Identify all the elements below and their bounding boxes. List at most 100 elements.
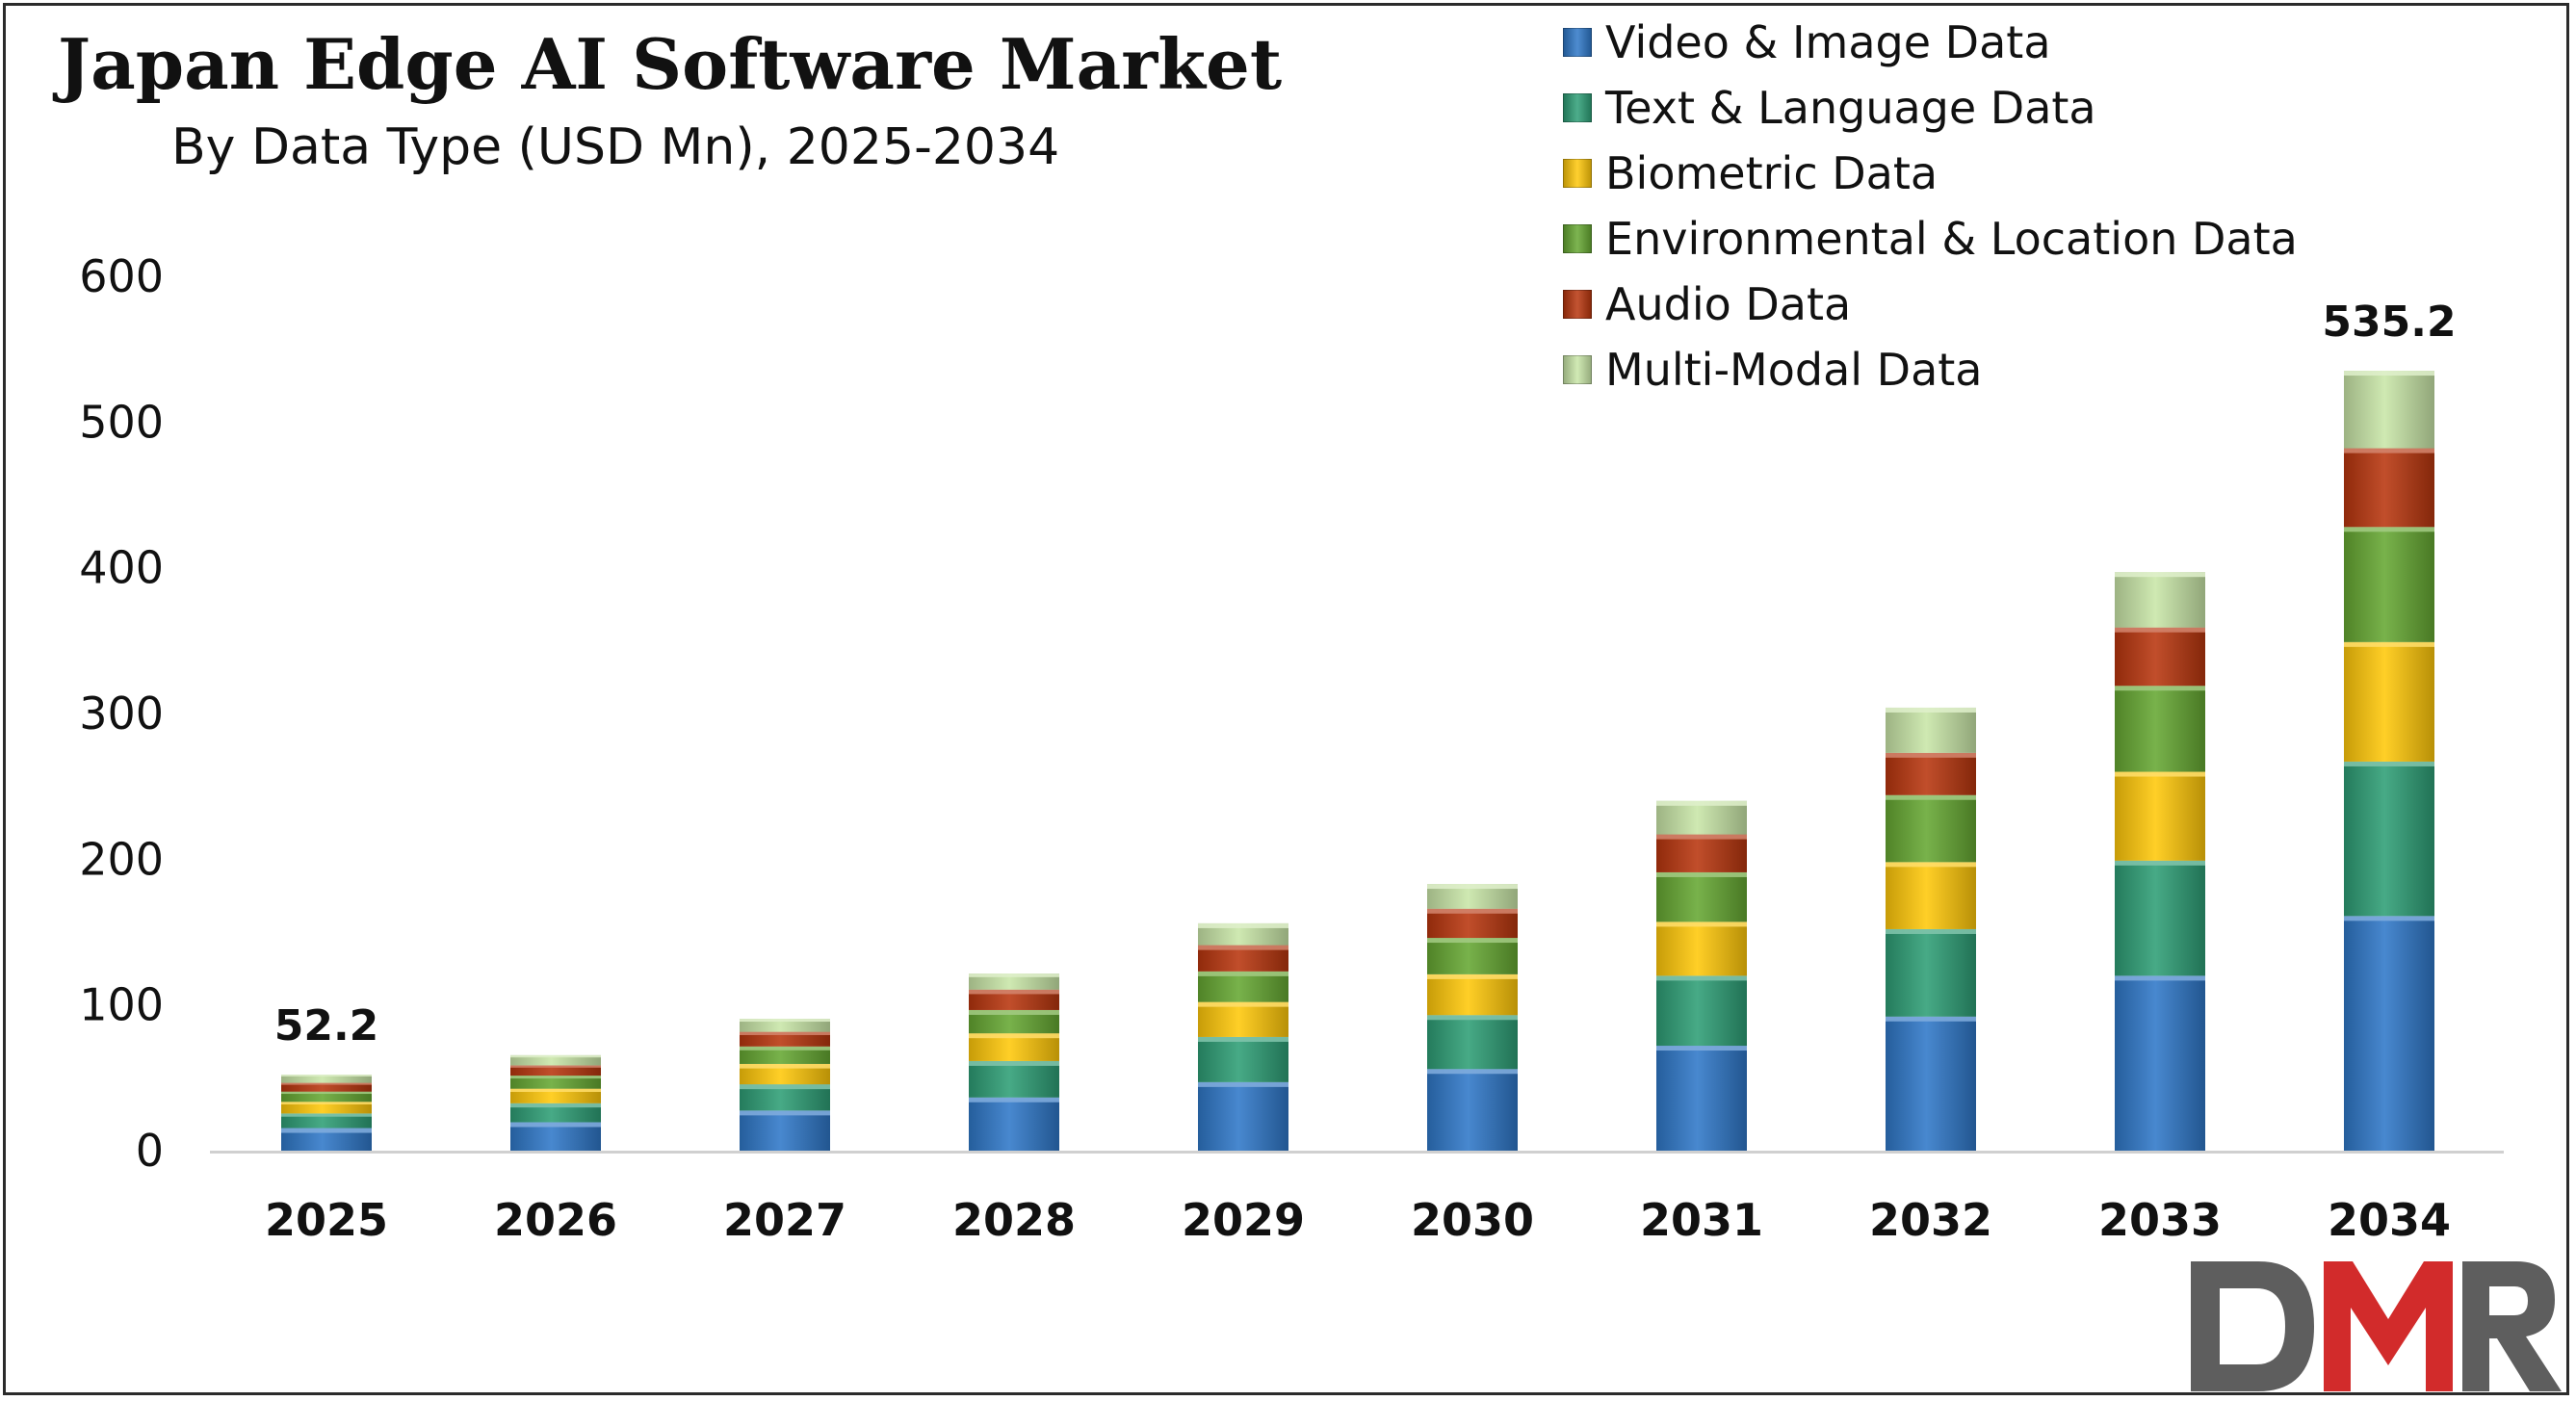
legend-item-biometric-data: Biometric Data bbox=[1563, 141, 2298, 206]
bar-segment-text-and-language-data bbox=[2115, 860, 2205, 976]
bar-segment-video-and-image-data bbox=[969, 1097, 1059, 1151]
bar-segment-biometric-data bbox=[1427, 973, 1518, 1016]
chart-legend: Video & Image Data Text & Language Data Bi… bbox=[1563, 10, 2298, 402]
legend-item-environmental-and-location-data: Environmental & Location Data bbox=[1563, 206, 2298, 272]
data-label: 52.2 bbox=[274, 1001, 379, 1051]
bar-segment-text-and-language-data bbox=[1198, 1036, 1288, 1082]
bar-segment-highlight bbox=[510, 1076, 601, 1079]
bar-segment-highlight bbox=[740, 1031, 830, 1035]
bar-segment-highlight bbox=[510, 1122, 601, 1128]
bar-segment-highlight bbox=[1886, 1016, 1976, 1022]
bar-segment-highlight bbox=[2344, 527, 2434, 532]
bar-stack-2028 bbox=[969, 973, 1059, 1151]
y-tick-label: 100 bbox=[79, 979, 164, 1031]
bar-segment-highlight bbox=[1656, 1046, 1747, 1051]
bar-segment-highlight bbox=[1198, 1081, 1288, 1087]
x-tick-label: 2031 bbox=[1640, 1194, 1763, 1246]
bar-segment-video-and-image-data bbox=[1427, 1069, 1518, 1151]
bar-segment-text-and-language-data bbox=[1656, 975, 1747, 1047]
bar-segment-highlight bbox=[1427, 938, 1518, 944]
bar-segment-audio-data bbox=[1656, 834, 1747, 872]
legend-label: Biometric Data bbox=[1605, 147, 1939, 199]
x-tick-label: 2033 bbox=[2098, 1194, 2222, 1246]
bar-segment-highlight bbox=[510, 1065, 601, 1068]
bar-segment-biometric-data bbox=[2344, 641, 2434, 762]
bar-segment-environmental-and-location-data bbox=[281, 1091, 372, 1103]
bar-segment-audio-data bbox=[281, 1082, 372, 1092]
data-label: 535.2 bbox=[2322, 298, 2456, 347]
y-tick-label: 400 bbox=[79, 542, 164, 594]
bar-segment-audio-data bbox=[1886, 752, 1976, 795]
x-tick-label: 2026 bbox=[494, 1194, 617, 1246]
bar-segment-highlight bbox=[1198, 1001, 1288, 1007]
bar-segment-highlight bbox=[281, 1113, 372, 1117]
bar-segment-highlight bbox=[1198, 971, 1288, 976]
bar-segment-highlight bbox=[1886, 794, 1976, 800]
bar-segment-multi-modal-data bbox=[1198, 922, 1288, 946]
bar-segment-text-and-language-data bbox=[2344, 761, 2434, 917]
chart-title: Japan Edge AI Software Market bbox=[58, 23, 1283, 105]
x-tick-label: 2032 bbox=[1869, 1194, 1992, 1246]
legend-item-multi-modal-data: Multi-Modal Data bbox=[1563, 337, 2298, 402]
bar-segment-highlight bbox=[1198, 922, 1288, 928]
bar-segment-highlight bbox=[1656, 921, 1747, 927]
bar-segment-video-and-image-data bbox=[2115, 975, 2205, 1151]
bar-segment-environmental-and-location-data bbox=[1886, 794, 1976, 863]
legend-swatch bbox=[1563, 224, 1592, 253]
bar-segment-highlight bbox=[1886, 862, 1976, 868]
bar-stacks bbox=[281, 371, 2434, 1151]
dmr-logo bbox=[2191, 1261, 2562, 1391]
legend-label: Video & Image Data bbox=[1605, 16, 2051, 68]
y-tick-label: 600 bbox=[79, 250, 164, 302]
bar-segment-highlight bbox=[2115, 975, 2205, 981]
bar-segment-audio-data bbox=[969, 989, 1059, 1010]
bar-segment-video-and-image-data bbox=[1886, 1016, 1976, 1151]
y-tick-label: 300 bbox=[79, 688, 164, 739]
bar-segment-text-and-language-data bbox=[510, 1103, 601, 1123]
bar-segment-biometric-data bbox=[1656, 921, 1747, 976]
bar-segment-highlight bbox=[1656, 800, 1747, 806]
bar-segment-environmental-and-location-data bbox=[2344, 527, 2434, 642]
bar-segment-audio-data bbox=[1427, 908, 1518, 939]
y-tick-label: 200 bbox=[79, 833, 164, 885]
bar-segment-multi-modal-data bbox=[2344, 371, 2434, 449]
bar-segment-biometric-data bbox=[2115, 771, 2205, 861]
bar-segment-text-and-language-data bbox=[1427, 1015, 1518, 1070]
x-tick-label: 2029 bbox=[1182, 1194, 1305, 1246]
bar-segment-highlight bbox=[1198, 1036, 1288, 1042]
bar-segment-highlight bbox=[1656, 871, 1747, 877]
legend-label: Audio Data bbox=[1605, 278, 1852, 330]
bar-segment-highlight bbox=[1427, 1069, 1518, 1075]
legend-label: Environmental & Location Data bbox=[1605, 213, 2298, 265]
bar-segment-video-and-image-data bbox=[1198, 1081, 1288, 1151]
bar-segment-highlight bbox=[740, 1084, 830, 1090]
bar-segment-highlight bbox=[2344, 448, 2434, 454]
bar-stack-2027 bbox=[740, 1019, 830, 1151]
bar-segment-highlight bbox=[1427, 1015, 1518, 1021]
bar-segment-highlight bbox=[969, 989, 1059, 995]
bar-stack-2026 bbox=[510, 1054, 601, 1151]
bar-segment-biometric-data bbox=[1886, 862, 1976, 929]
bar-segment-multi-modal-data bbox=[969, 973, 1059, 990]
bar-segment-highlight bbox=[2344, 761, 2434, 766]
bar-segment-environmental-and-location-data bbox=[510, 1076, 601, 1089]
bar-segment-audio-data bbox=[740, 1031, 830, 1047]
x-tick-labels: 2025 2026 2027 2028 2029 2030 2031 2032 2033 2034 bbox=[265, 1194, 2451, 1246]
bar-segment-highlight bbox=[1886, 707, 1976, 713]
legend-swatch bbox=[1563, 290, 1592, 319]
bar-stack-2025 bbox=[281, 1075, 372, 1151]
bar-segment-audio-data bbox=[510, 1065, 601, 1077]
bar-segment-biometric-data bbox=[1198, 1001, 1288, 1037]
bar-segment-environmental-and-location-data bbox=[1427, 938, 1518, 974]
bar-segment-multi-modal-data bbox=[1656, 800, 1747, 835]
bar-segment-highlight bbox=[1656, 975, 1747, 981]
bar-segment-highlight bbox=[1427, 908, 1518, 914]
bar-segment-text-and-language-data bbox=[969, 1060, 1059, 1098]
bar-segment-video-and-image-data bbox=[1656, 1046, 1747, 1151]
bar-segment-highlight bbox=[1427, 884, 1518, 890]
bar-segment-highlight bbox=[1886, 928, 1976, 934]
bar-segment-highlight bbox=[740, 1110, 830, 1116]
bar-segment-biometric-data bbox=[281, 1102, 372, 1114]
y-tick-label: 500 bbox=[79, 396, 164, 448]
legend-label: Multi-Modal Data bbox=[1605, 344, 1983, 396]
